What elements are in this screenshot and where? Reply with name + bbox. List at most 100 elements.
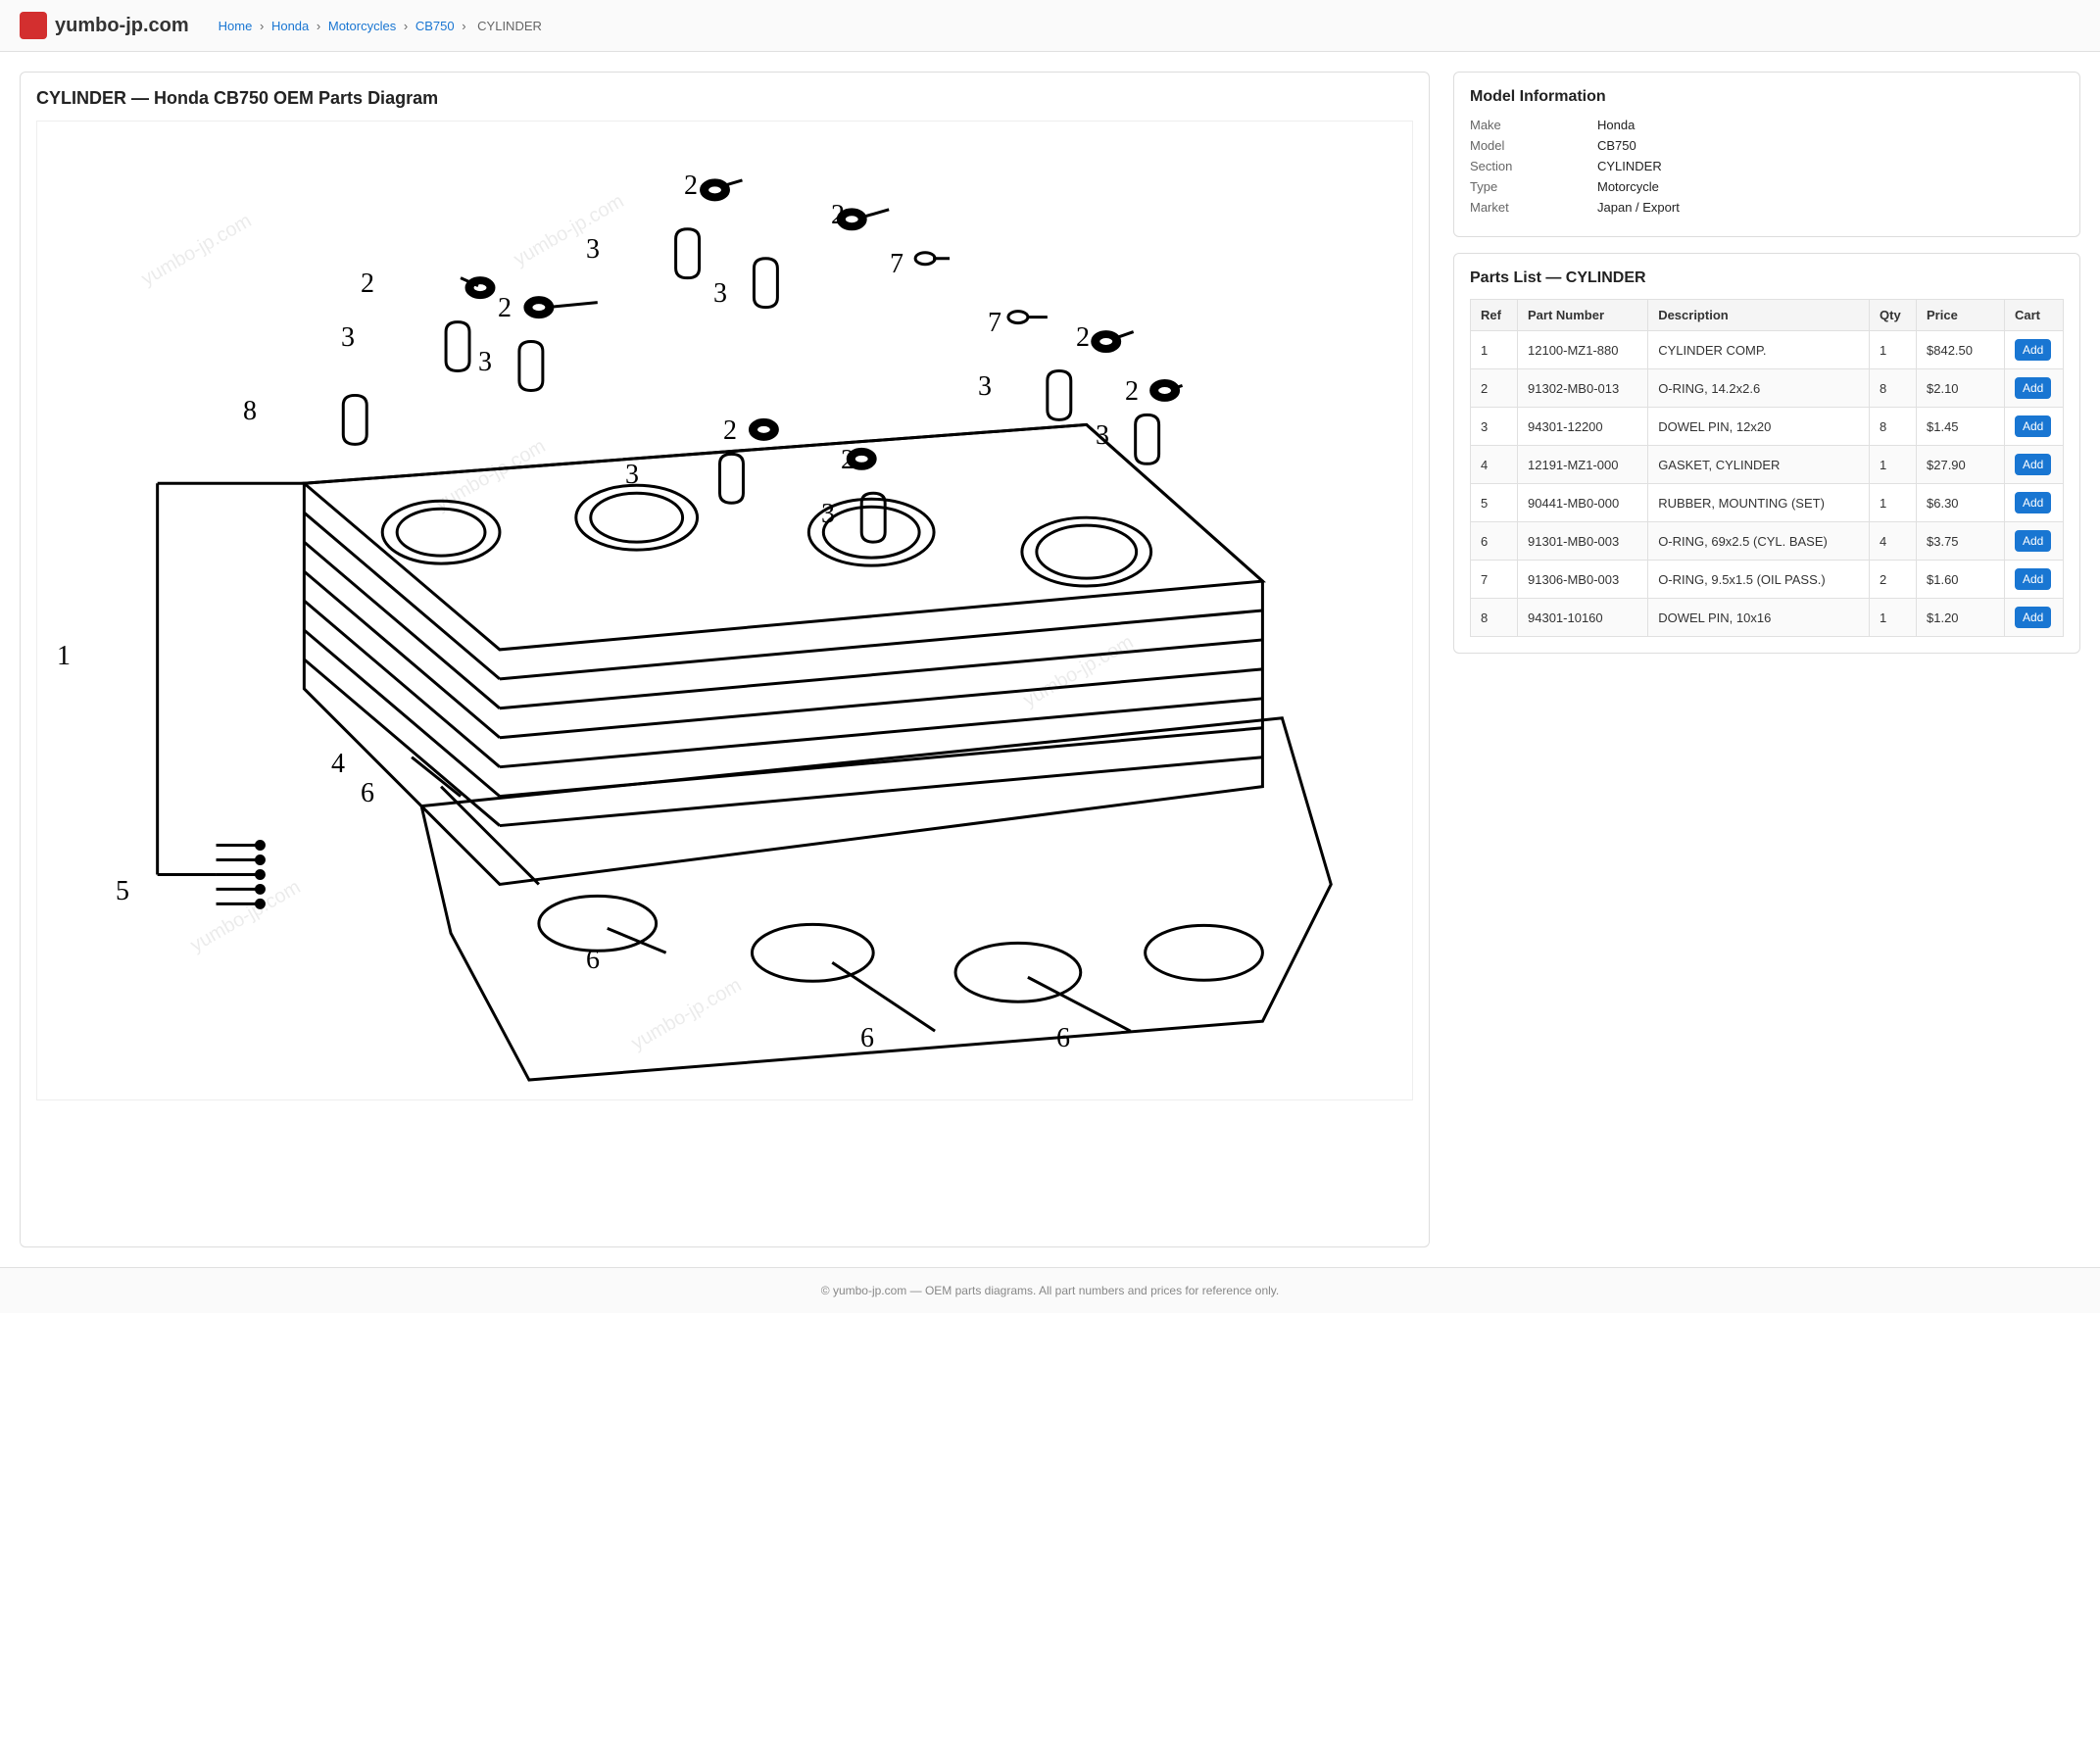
diagram-image[interactable]: 12222222233333333456666778yumbo-jp.comyu… <box>36 121 1413 1100</box>
cell-price: $3.75 <box>1917 522 2005 561</box>
cell-action: Add <box>2005 599 2064 637</box>
cell-partno: 12191-MZ1-000 <box>1518 446 1648 484</box>
add-to-cart-button[interactable]: Add <box>2015 339 2051 361</box>
cell-price: $1.60 <box>1917 561 2005 599</box>
parts-table: Ref Part Number Description Qty Price Ca… <box>1470 299 2064 637</box>
cell-partno: 90441-MB0-000 <box>1518 484 1648 522</box>
add-to-cart-button[interactable]: Add <box>2015 568 2051 590</box>
diagram-callout[interactable]: 2 <box>1125 376 1139 408</box>
col-action: Cart <box>2005 300 2064 331</box>
diagram-callout[interactable]: 6 <box>860 1023 874 1054</box>
diagram-callout[interactable]: 8 <box>243 396 257 427</box>
table-row[interactable]: 291302-MB0-013O-RING, 14.2x2.68$2.10Add <box>1471 369 2064 408</box>
diagram-callout[interactable]: 2 <box>723 415 737 447</box>
table-row[interactable]: 590441-MB0-000RUBBER, MOUNTING (SET)1$6.… <box>1471 484 2064 522</box>
breadcrumb-item-section: CYLINDER <box>477 19 542 33</box>
breadcrumb-sep: › <box>404 19 408 33</box>
header-bar: yumbo-jp.com Home › Honda › Motorcycles … <box>0 0 2100 52</box>
breadcrumb-item-home[interactable]: Home <box>219 19 253 33</box>
breadcrumb-item-model[interactable]: CB750 <box>415 19 455 33</box>
table-row[interactable]: 894301-10160DOWEL PIN, 10x161$1.20Add <box>1471 599 2064 637</box>
site-logo[interactable]: yumbo-jp.com <box>20 12 189 39</box>
diagram-callout[interactable]: 3 <box>1096 420 1109 452</box>
table-row[interactable]: 394301-12200DOWEL PIN, 12x208$1.45Add <box>1471 408 2064 446</box>
cell-qty: 4 <box>1870 522 1917 561</box>
diagram-callout[interactable]: 5 <box>116 876 129 907</box>
breadcrumb-item-category[interactable]: Motorcycles <box>328 19 396 33</box>
cell-ref: 2 <box>1471 369 1518 408</box>
diagram-callout[interactable]: 3 <box>586 234 600 266</box>
cell-desc: DOWEL PIN, 10x16 <box>1648 599 1870 637</box>
model-info-value: Motorcycle <box>1597 179 1659 194</box>
add-to-cart-button[interactable]: Add <box>2015 530 2051 552</box>
diagram-callout[interactable]: 4 <box>331 749 345 780</box>
cell-ref: 4 <box>1471 446 1518 484</box>
model-info-panel: Model Information Make Honda Model CB750… <box>1453 72 2080 237</box>
model-info-label: Type <box>1470 179 1597 194</box>
diagram-callout[interactable]: 6 <box>361 778 374 809</box>
table-row[interactable]: 791306-MB0-003O-RING, 9.5x1.5 (OIL PASS.… <box>1471 561 2064 599</box>
cell-partno: 91302-MB0-013 <box>1518 369 1648 408</box>
site-name: yumbo-jp.com <box>55 15 189 37</box>
diagram-callout[interactable]: 2 <box>831 200 845 231</box>
parts-table-header-row: Ref Part Number Description Qty Price Ca… <box>1471 300 2064 331</box>
side-panel: Model Information Make Honda Model CB750… <box>1453 72 2080 1247</box>
diagram-callout[interactable]: 2 <box>361 269 374 300</box>
cell-qty: 2 <box>1870 561 1917 599</box>
diagram-callout[interactable]: 7 <box>988 308 1001 339</box>
diagram-callout[interactable]: 3 <box>978 371 992 403</box>
cell-ref: 7 <box>1471 561 1518 599</box>
model-info-row: Type Motorcycle <box>1470 179 2064 194</box>
cell-desc: O-RING, 9.5x1.5 (OIL PASS.) <box>1648 561 1870 599</box>
cell-desc: O-RING, 69x2.5 (CYL. BASE) <box>1648 522 1870 561</box>
cell-desc: GASKET, CYLINDER <box>1648 446 1870 484</box>
col-desc: Description <box>1648 300 1870 331</box>
diagram-callout[interactable]: 2 <box>498 293 512 324</box>
main-content: CYLINDER — Honda CB750 OEM Parts Diagram <box>0 52 2100 1267</box>
cell-action: Add <box>2005 446 2064 484</box>
cell-ref: 3 <box>1471 408 1518 446</box>
diagram-callout[interactable]: 6 <box>586 945 600 976</box>
cell-price: $6.30 <box>1917 484 2005 522</box>
diagram-callout[interactable]: 2 <box>1076 322 1090 354</box>
table-row[interactable]: 412191-MZ1-000GASKET, CYLINDER1$27.90Add <box>1471 446 2064 484</box>
diagram-callout[interactable]: 3 <box>713 278 727 310</box>
cell-price: $27.90 <box>1917 446 2005 484</box>
model-info-row: Market Japan / Export <box>1470 200 2064 215</box>
add-to-cart-button[interactable]: Add <box>2015 377 2051 399</box>
diagram-callout[interactable]: 3 <box>341 322 355 354</box>
parts-list-panel: Parts List — CYLINDER Ref Part Number De… <box>1453 253 2080 654</box>
table-row[interactable]: 112100-MZ1-880CYLINDER COMP.1$842.50Add <box>1471 331 2064 369</box>
cell-qty: 8 <box>1870 408 1917 446</box>
col-price: Price <box>1917 300 2005 331</box>
model-info-row: Model CB750 <box>1470 138 2064 153</box>
diagram-callout[interactable]: 3 <box>625 460 639 491</box>
cell-desc: CYLINDER COMP. <box>1648 331 1870 369</box>
cell-price: $1.45 <box>1917 408 2005 446</box>
diagram-callout[interactable]: 2 <box>841 445 855 476</box>
diagram-callout[interactable]: 1 <box>57 641 71 672</box>
cell-ref: 6 <box>1471 522 1518 561</box>
cell-partno: 94301-10160 <box>1518 599 1648 637</box>
col-qty: Qty <box>1870 300 1917 331</box>
diagram-callout[interactable]: 3 <box>821 499 835 530</box>
diagram-callout[interactable]: 2 <box>684 171 698 202</box>
model-info-value: CYLINDER <box>1597 159 1662 173</box>
model-info-label: Make <box>1470 118 1597 132</box>
diagram-callout[interactable]: 3 <box>478 347 492 378</box>
table-row[interactable]: 691301-MB0-003O-RING, 69x2.5 (CYL. BASE)… <box>1471 522 2064 561</box>
add-to-cart-button[interactable]: Add <box>2015 415 2051 437</box>
breadcrumb-item-make[interactable]: Honda <box>271 19 309 33</box>
cell-partno: 91306-MB0-003 <box>1518 561 1648 599</box>
add-to-cart-button[interactable]: Add <box>2015 492 2051 513</box>
add-to-cart-button[interactable]: Add <box>2015 454 2051 475</box>
cell-action: Add <box>2005 369 2064 408</box>
cell-partno: 12100-MZ1-880 <box>1518 331 1648 369</box>
add-to-cart-button[interactable]: Add <box>2015 607 2051 628</box>
model-info-value: Honda <box>1597 118 1635 132</box>
model-info-label: Model <box>1470 138 1597 153</box>
diagram-callout[interactable]: 7 <box>890 249 903 280</box>
cell-price: $2.10 <box>1917 369 2005 408</box>
diagram-callout[interactable]: 6 <box>1056 1023 1070 1054</box>
cylinder-sketch-svg <box>37 122 1412 1099</box>
